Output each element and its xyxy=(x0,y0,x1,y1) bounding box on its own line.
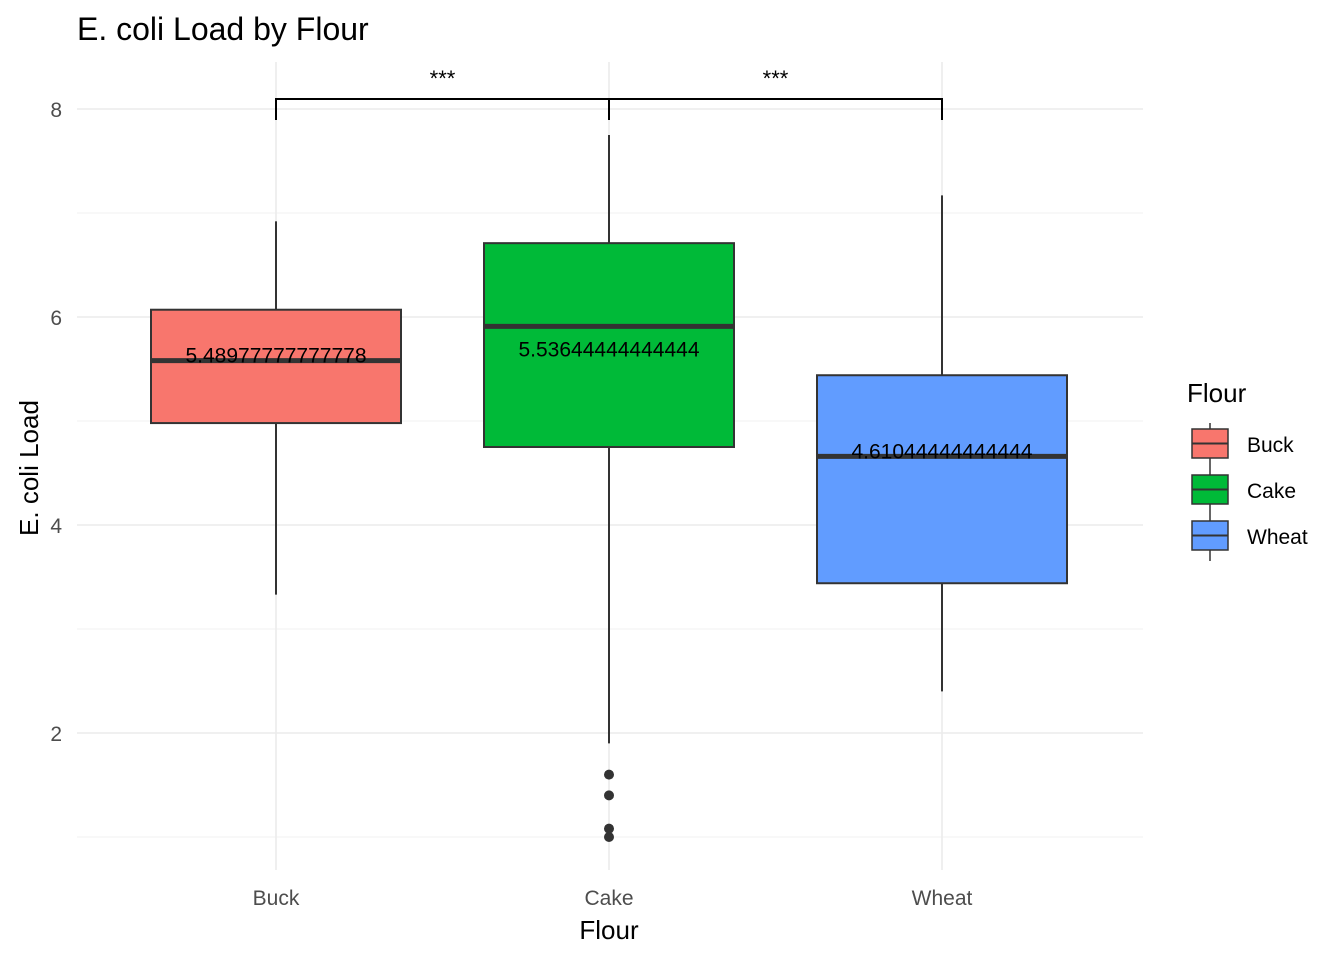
bracket-cake-wheat: *** xyxy=(608,66,943,120)
outlier-point xyxy=(604,832,614,842)
legend-label: Buck xyxy=(1247,434,1294,457)
legend-item-wheat: Wheat xyxy=(1191,515,1308,561)
legend-item-buck: Buck xyxy=(1191,423,1294,469)
box-label: 5.53644444444444 xyxy=(518,338,699,361)
x-axis-ticks: Buck Cake Wheat xyxy=(253,887,973,910)
x-tick-label: Buck xyxy=(253,887,300,910)
x-tick-label: Wheat xyxy=(912,887,973,910)
legend-label: Cake xyxy=(1247,480,1296,503)
box-cake: 5.53644444444444 xyxy=(483,135,735,842)
chart-title: E. coli Load by Flour xyxy=(77,11,369,47)
x-axis-title: Flour xyxy=(579,915,639,945)
y-axis-ticks: 2 4 6 8 xyxy=(50,99,62,746)
box-buck: 5.48977777777778 xyxy=(150,221,402,595)
legend-label: Wheat xyxy=(1247,526,1308,549)
bracket-line xyxy=(608,98,943,120)
y-tick-label: 6 xyxy=(50,307,62,330)
legend: Flour Buck Cake Wheat xyxy=(1187,378,1308,561)
box-label: 5.48977777777778 xyxy=(185,345,366,368)
bracket-buck-cake: *** xyxy=(275,66,610,120)
y-tick-label: 4 xyxy=(50,515,62,538)
significance-brackets: *** *** xyxy=(275,66,943,120)
outlier-point xyxy=(604,769,614,780)
box-wheat: 4.61044444444444 xyxy=(816,195,1068,692)
boxes: 5.48977777777778 5.53644444444444 4.610444… xyxy=(150,135,1068,842)
outlier-point xyxy=(604,823,614,834)
x-tick-label: Cake xyxy=(584,887,633,910)
box-label: 4.61044444444444 xyxy=(851,440,1032,463)
legend-item-cake: Cake xyxy=(1191,469,1296,515)
y-axis-title: E. coli Load xyxy=(14,400,44,536)
outlier-point xyxy=(604,790,614,801)
box-iqr xyxy=(150,308,402,425)
significance-label: *** xyxy=(763,66,789,91)
legend-title: Flour xyxy=(1187,378,1247,408)
significance-label: *** xyxy=(430,66,456,91)
y-tick-label: 2 xyxy=(50,723,62,746)
y-tick-label: 8 xyxy=(50,99,62,122)
box-iqr xyxy=(483,242,735,448)
box-iqr xyxy=(816,374,1068,585)
